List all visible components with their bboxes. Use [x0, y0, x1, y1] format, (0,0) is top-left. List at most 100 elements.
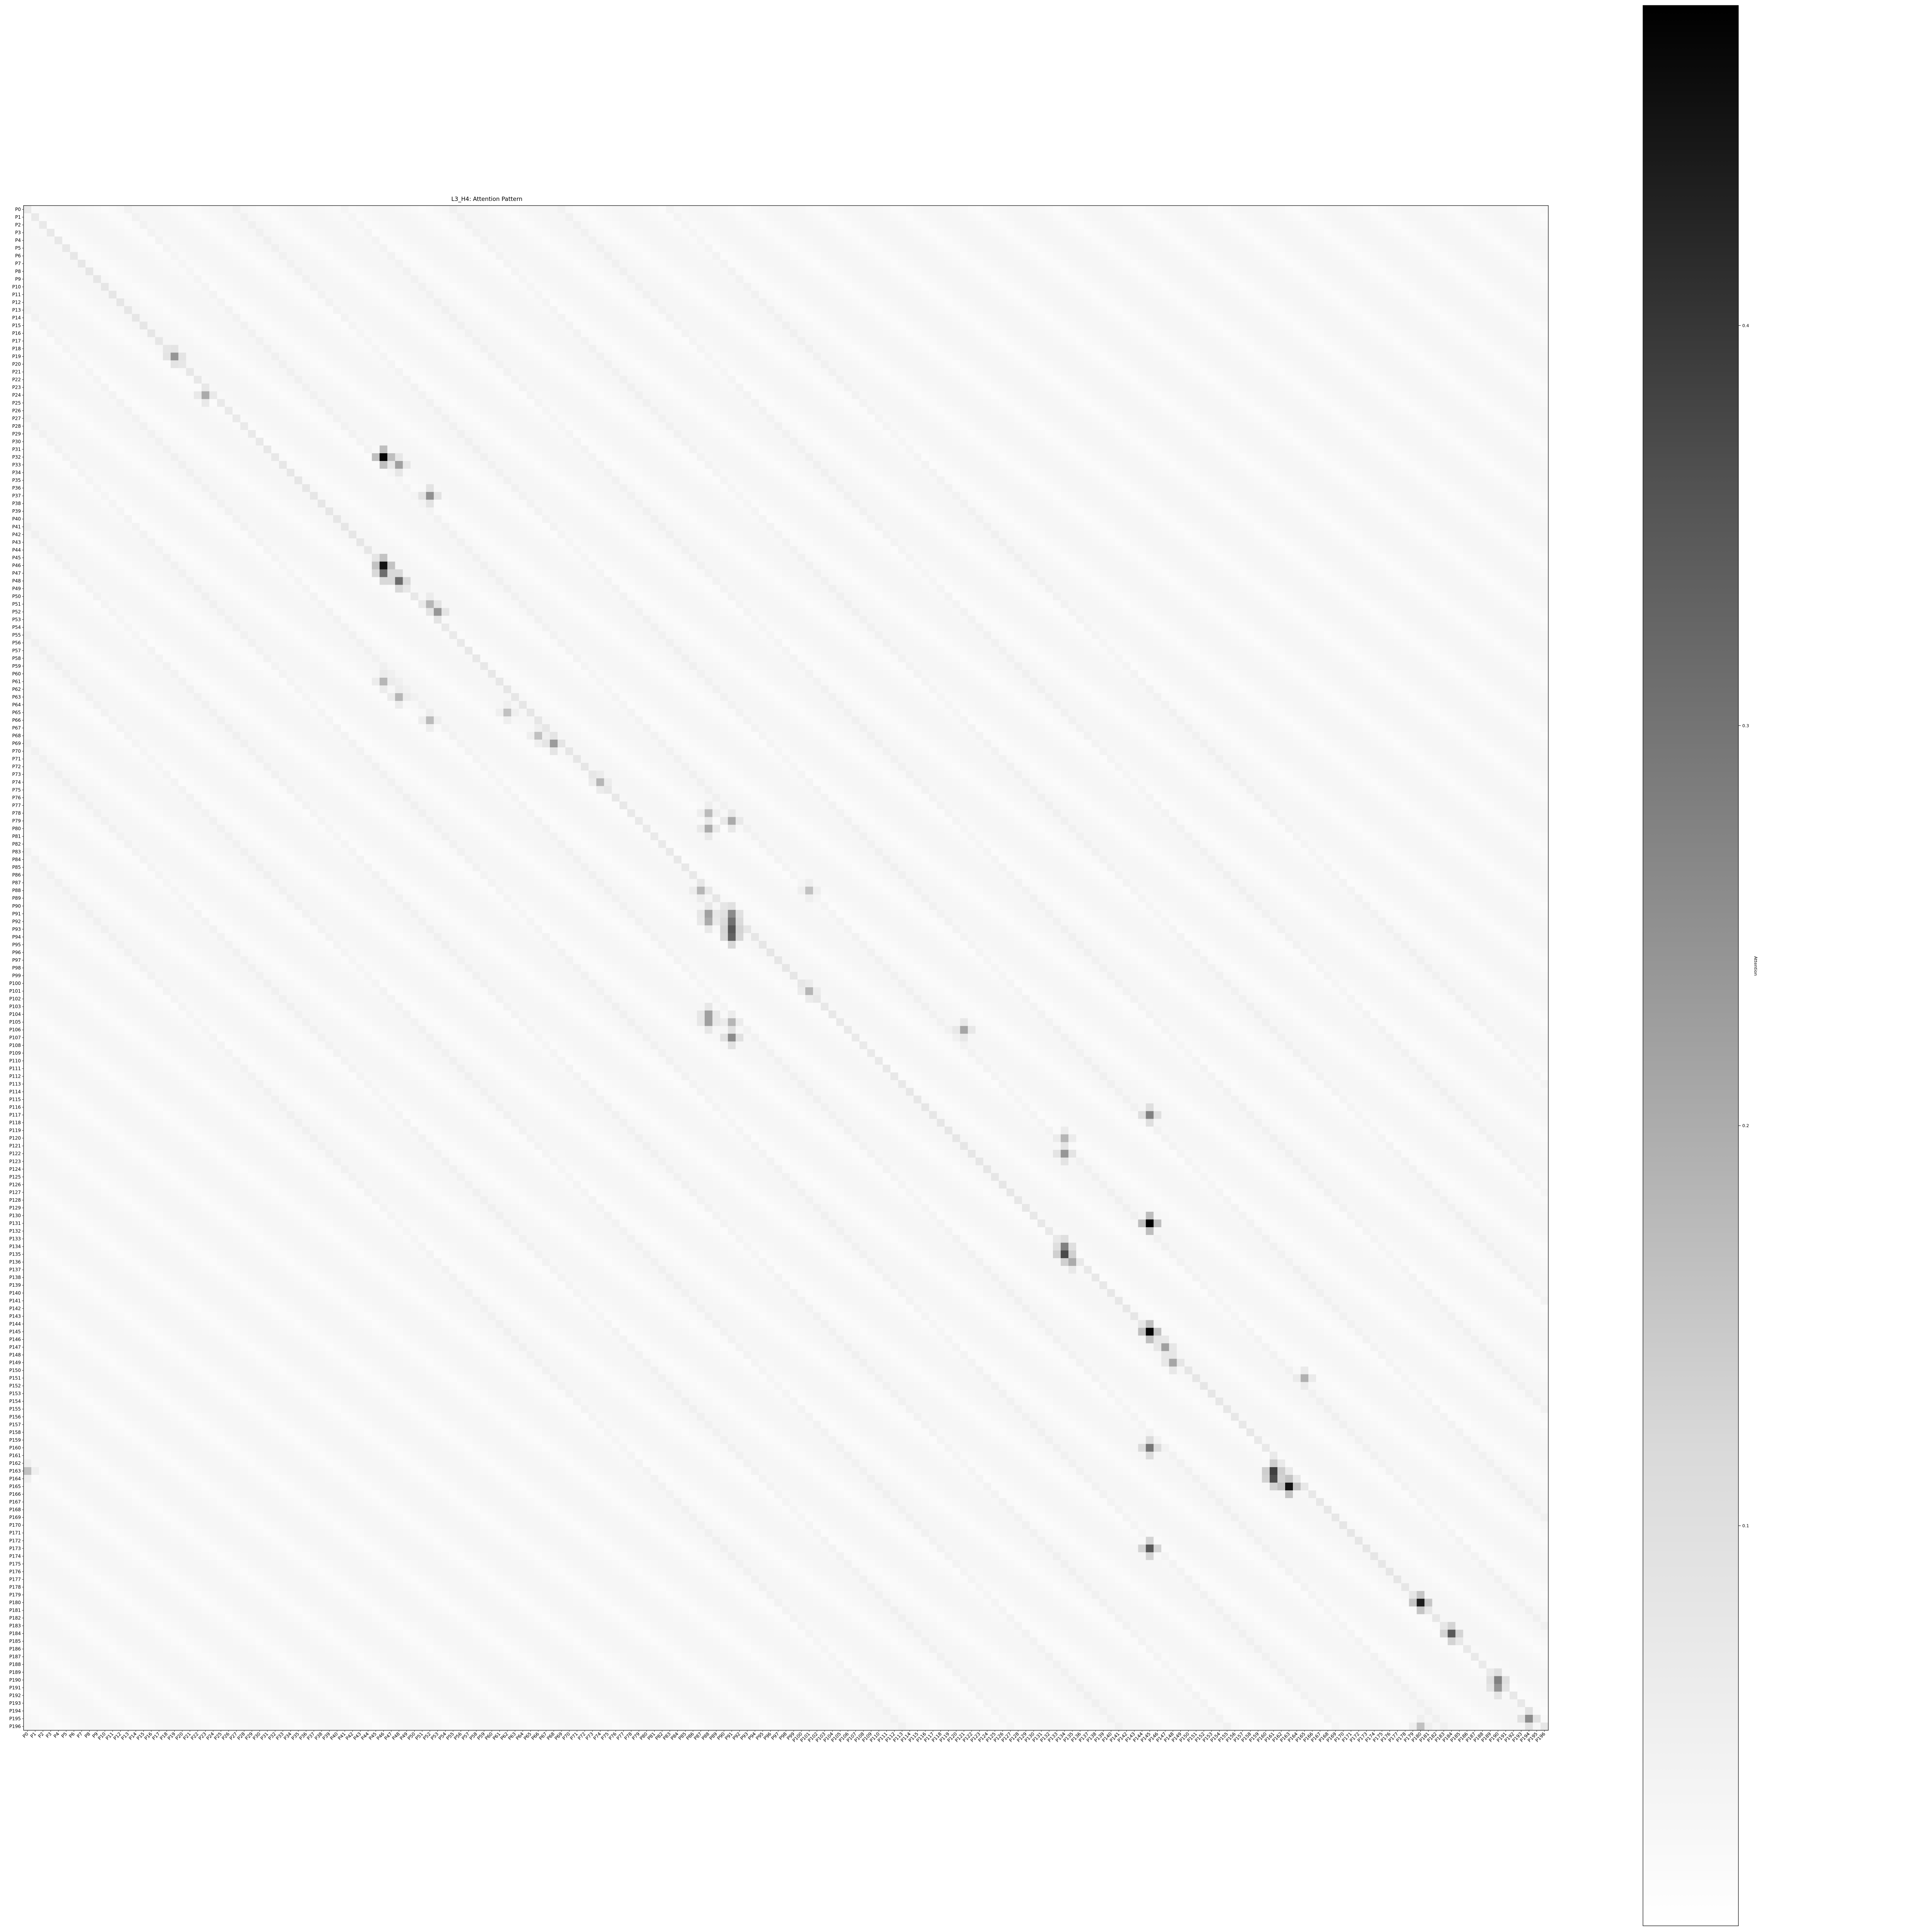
heatmap-cell: [906, 352, 914, 361]
heatmap-cell: [1316, 260, 1324, 268]
heatmap-cell: [1130, 206, 1138, 214]
heatmap-cell: [558, 283, 566, 291]
heatmap-cell: [542, 306, 550, 314]
heatmap-cell: [194, 376, 202, 384]
heatmap-cell: [403, 376, 411, 384]
heatmap-cell: [1417, 252, 1425, 260]
heatmap-cell: [449, 275, 457, 283]
heatmap-cell: [534, 275, 543, 283]
heatmap-cell: [650, 221, 658, 229]
heatmap-cell: [1417, 260, 1425, 268]
heatmap-cell: [54, 360, 63, 368]
heatmap-cell: [194, 229, 202, 237]
heatmap-cell: [503, 283, 512, 291]
heatmap-cell: [1362, 298, 1371, 306]
heatmap-cell: [1301, 267, 1309, 276]
heatmap-cell: [449, 206, 457, 214]
heatmap-cell: [697, 376, 705, 384]
heatmap-cell: [341, 360, 349, 368]
heatmap-cell: [937, 244, 945, 252]
heatmap-cell: [163, 345, 171, 353]
heatmap-cell: [1478, 329, 1487, 337]
heatmap-cell: [875, 267, 883, 276]
heatmap-cell: [844, 236, 852, 245]
heatmap-cell: [217, 337, 225, 345]
heatmap-cell: [287, 213, 295, 221]
heatmap-cell: [1246, 329, 1255, 337]
heatmap-cell: [759, 298, 767, 306]
heatmap-cell: [790, 337, 798, 345]
heatmap-cell: [666, 360, 674, 368]
heatmap-cell: [937, 267, 945, 276]
heatmap-cell: [921, 206, 929, 214]
heatmap-cell: [859, 213, 867, 221]
heatmap-cell: [333, 368, 341, 376]
heatmap-cell: [1029, 275, 1038, 283]
heatmap-cell: [526, 329, 535, 337]
heatmap-cell: [728, 360, 736, 368]
heatmap-cell: [1006, 283, 1015, 291]
heatmap-cell: [828, 283, 837, 291]
heatmap-cell: [186, 260, 194, 268]
heatmap-cell: [387, 321, 395, 330]
heatmap-cell: [1022, 275, 1030, 283]
heatmap-cell: [39, 314, 47, 322]
heatmap-cell: [704, 229, 713, 237]
heatmap-cell: [255, 275, 264, 283]
heatmap-cell: [612, 213, 620, 221]
heatmap-cell: [1130, 275, 1138, 283]
heatmap-cell: [1432, 337, 1440, 345]
heatmap-cell: [1308, 352, 1316, 361]
heatmap-cell: [828, 368, 837, 376]
heatmap-cell: [890, 314, 898, 322]
heatmap-cell: [867, 267, 875, 276]
heatmap-cell: [503, 321, 512, 330]
heatmap-cell: [1130, 291, 1138, 299]
heatmap-cell: [1138, 275, 1146, 283]
heatmap-cell: [472, 383, 481, 392]
heatmap-cell: [673, 236, 682, 245]
heatmap-cell: [1254, 229, 1262, 237]
heatmap-cell: [790, 314, 798, 322]
heatmap-cell: [294, 244, 303, 252]
heatmap-cell: [62, 298, 70, 306]
heatmap-cell: [805, 321, 813, 330]
heatmap-cell: [310, 221, 318, 229]
heatmap-cell: [1525, 291, 1533, 299]
heatmap-cell: [844, 345, 852, 353]
heatmap-cell: [1409, 345, 1417, 353]
heatmap-cell: [906, 252, 914, 260]
heatmap-cell: [1099, 368, 1107, 376]
heatmap-cell: [643, 213, 651, 221]
heatmap-cell: [1200, 267, 1208, 276]
heatmap-cell: [364, 376, 372, 384]
heatmap-cell: [356, 314, 364, 322]
heatmap-cell: [1509, 252, 1518, 260]
heatmap-cell: [170, 383, 179, 392]
heatmap-cell: [1332, 306, 1340, 314]
heatmap-cell: [1022, 376, 1030, 384]
heatmap-cell: [62, 206, 70, 214]
heatmap-cell: [790, 291, 798, 299]
heatmap-cell: [1231, 244, 1239, 252]
heatmap-cell: [1471, 236, 1479, 245]
heatmap-cell: [975, 275, 984, 283]
heatmap-cell: [735, 329, 744, 337]
heatmap-cell: [1200, 221, 1208, 229]
heatmap-cell: [643, 376, 651, 384]
heatmap-cell: [1200, 236, 1208, 245]
heatmap-cell: [952, 244, 960, 252]
heatmap-cell: [1525, 229, 1533, 237]
heatmap-cell: [1494, 283, 1502, 291]
heatmap-cell: [410, 236, 418, 245]
heatmap-cell: [751, 206, 759, 214]
heatmap-cell: [1316, 306, 1324, 314]
heatmap-cell: [1262, 376, 1270, 384]
heatmap-cell: [78, 267, 86, 276]
heatmap-cell: [1076, 314, 1084, 322]
heatmap-cell: [464, 345, 473, 353]
heatmap-cell: [805, 360, 813, 368]
heatmap-cell: [1401, 283, 1409, 291]
heatmap-cell: [898, 298, 906, 306]
heatmap-cell: [124, 213, 132, 221]
